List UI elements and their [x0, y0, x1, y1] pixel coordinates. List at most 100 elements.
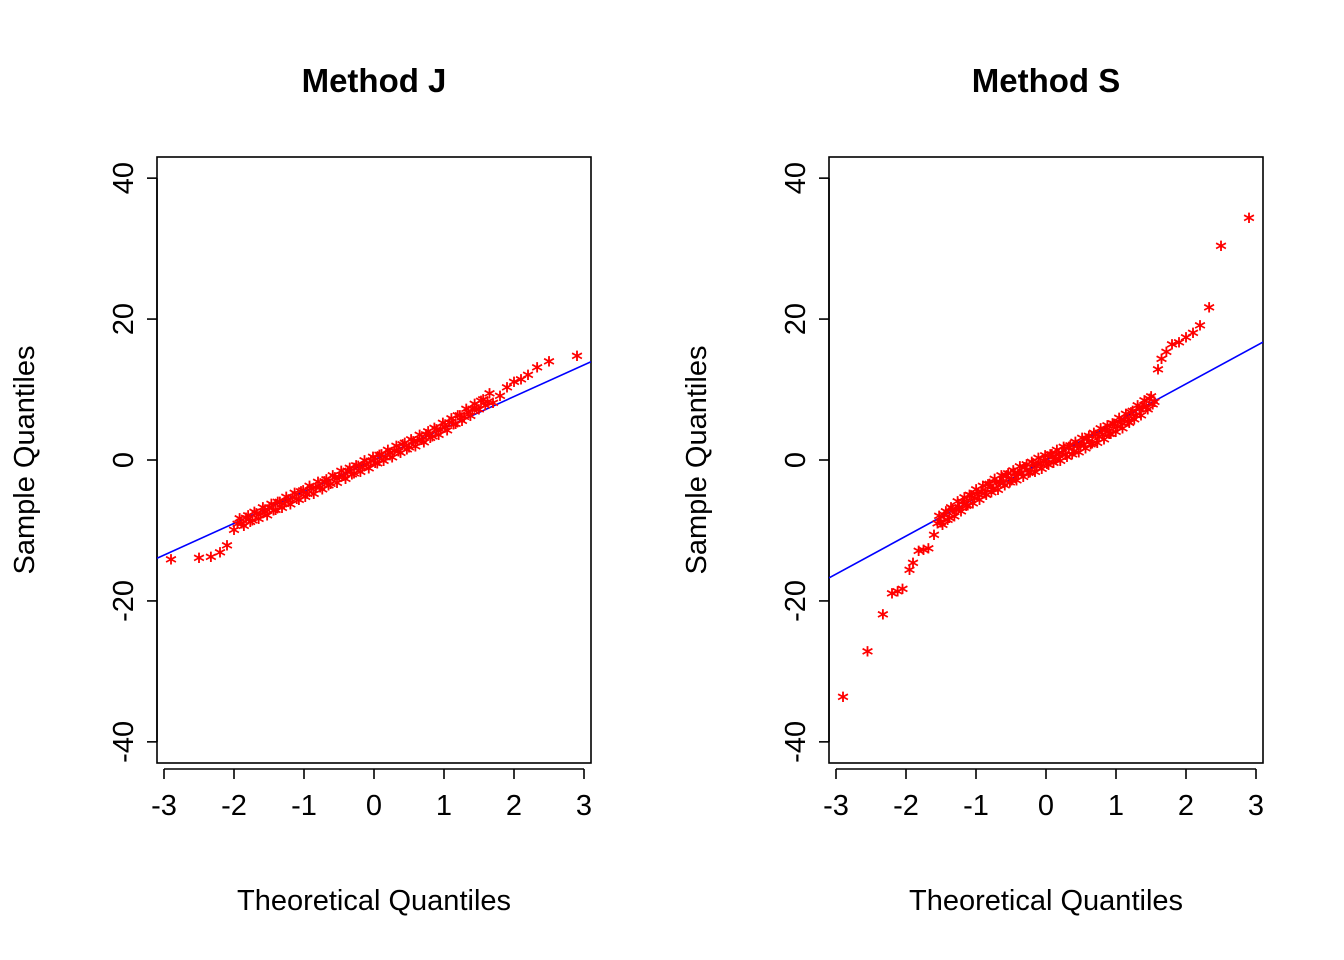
reference-line: [829, 341, 1263, 579]
data-point: *: [471, 401, 483, 426]
x-axis: -3 -2 -1 0 1 2 3: [823, 768, 1264, 822]
data-point: *: [1187, 325, 1199, 350]
data-point: *: [1004, 474, 1016, 499]
data-point: *: [991, 475, 1003, 500]
data-point: *: [1095, 421, 1107, 446]
data-point: *: [214, 545, 226, 570]
chart-title: Method S: [972, 62, 1120, 99]
data-point: *: [886, 585, 898, 610]
data-point: *: [1092, 435, 1104, 460]
data-point: *: [1078, 437, 1090, 462]
data-point: *: [165, 552, 177, 577]
data-point: *: [1152, 361, 1164, 386]
data-point: *: [1132, 398, 1144, 423]
data-point: *: [571, 348, 583, 373]
data-point: *: [1065, 438, 1077, 463]
data-point: *: [1127, 403, 1139, 428]
data-point: *: [1053, 447, 1065, 472]
data-point: *: [897, 581, 909, 606]
data-point: *: [456, 413, 468, 438]
data-point: *: [283, 492, 295, 517]
data-point: *: [981, 487, 993, 512]
y-axis-label: Sample Quantiles: [681, 346, 713, 575]
data-point: *: [1039, 448, 1051, 473]
data-point: *: [487, 395, 499, 420]
data-point: *: [1142, 402, 1154, 427]
qq-panel-method-j: Method J Theoretical Quantiles Sample Qu…: [9, 62, 592, 917]
data-point: *: [384, 445, 396, 470]
data-point: *: [964, 487, 976, 512]
data-point: *: [970, 482, 982, 507]
data-point: *: [446, 411, 458, 436]
data-point: *: [1129, 411, 1141, 436]
y-axis: -40 -20 0 20 40: [780, 162, 830, 763]
data-point: *: [357, 459, 369, 484]
data-point: *: [416, 432, 428, 457]
data-point: *: [346, 466, 358, 491]
data-point: *: [382, 442, 394, 467]
data-point: *: [306, 481, 318, 506]
data-point: *: [1135, 408, 1147, 433]
data-point: *: [996, 468, 1008, 493]
data-point: *: [338, 468, 350, 493]
x-tick-label: 0: [366, 790, 382, 822]
data-point: *: [465, 408, 477, 433]
data-point: *: [933, 508, 945, 533]
x-axis-label: Theoretical Quantiles: [909, 885, 1183, 917]
data-point: *: [372, 455, 384, 480]
data-point: *: [437, 415, 449, 440]
data-point: *: [439, 419, 451, 444]
data-point: *: [1144, 391, 1156, 416]
data-point: *: [304, 478, 316, 503]
data-point: *: [923, 540, 935, 565]
data-points: ****************************************…: [165, 348, 583, 577]
data-point: *: [999, 478, 1011, 503]
data-point: *: [1107, 415, 1119, 440]
data-point: *: [274, 494, 286, 519]
data-point: *: [1060, 447, 1072, 472]
data-point: *: [420, 426, 432, 451]
data-point: *: [1110, 424, 1122, 449]
data-point: *: [972, 486, 984, 511]
data-point: *: [460, 401, 472, 426]
data-point: *: [837, 689, 849, 714]
data-point: *: [448, 417, 460, 442]
data-point: *: [1080, 441, 1092, 466]
data-point: *: [1049, 451, 1061, 476]
data-point: *: [1147, 397, 1159, 422]
data-point: *: [289, 485, 301, 510]
data-point: *: [1081, 431, 1093, 456]
data-point: *: [228, 522, 240, 547]
data-point: *: [355, 464, 367, 489]
data-point: *: [959, 490, 971, 515]
data-point: *: [441, 422, 453, 447]
data-point: *: [1166, 337, 1178, 362]
data-point: *: [272, 494, 284, 519]
data-point: *: [494, 388, 506, 413]
data-point: *: [403, 439, 415, 464]
data-point: *: [484, 386, 496, 411]
data-point: *: [363, 460, 375, 485]
x-tick-label: 2: [1178, 790, 1194, 822]
data-point: *: [1001, 468, 1013, 493]
data-point: *: [1023, 465, 1035, 490]
data-point: *: [376, 447, 388, 472]
data-point: *: [405, 431, 417, 456]
data-point: *: [414, 427, 426, 452]
data-point: *: [424, 430, 436, 455]
data-point: *: [1180, 330, 1192, 355]
data-point: *: [944, 510, 956, 535]
data-point: *: [1026, 454, 1038, 479]
data-point: *: [1087, 435, 1099, 460]
data-point: *: [323, 478, 335, 503]
data-point: *: [380, 449, 392, 474]
data-point: *: [308, 486, 320, 511]
data-point: *: [280, 489, 292, 514]
data-point: *: [388, 443, 400, 468]
data-point: *: [348, 466, 360, 491]
data-point: *: [238, 518, 250, 543]
data-point: *: [1031, 459, 1043, 484]
x-axis: -3 -2 -1 0 1 2 3: [151, 768, 592, 822]
data-point: *: [994, 474, 1006, 499]
